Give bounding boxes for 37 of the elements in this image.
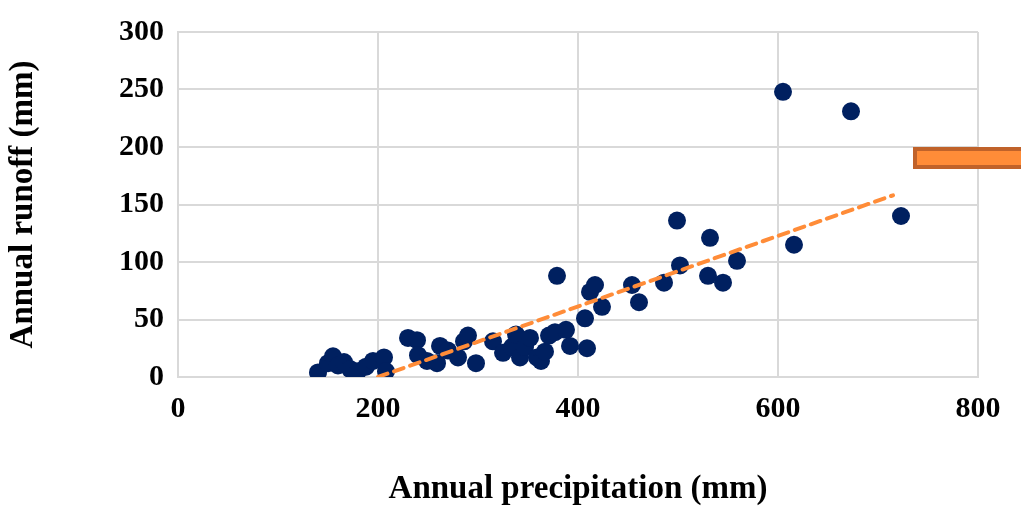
x-tick-label: 400	[555, 389, 601, 423]
x-tick-label: 800	[955, 389, 1001, 423]
point	[630, 293, 648, 312]
point	[774, 82, 792, 101]
point	[467, 354, 485, 373]
y-tick-label: 50	[134, 300, 164, 334]
point	[892, 207, 910, 225]
point	[449, 348, 467, 367]
y-tick-label: 100	[119, 242, 164, 276]
point	[536, 342, 554, 361]
y-tick-label: 200	[119, 127, 164, 161]
y-tick-label: 0	[149, 357, 164, 391]
point	[593, 297, 611, 316]
x-tick-label: 0	[170, 389, 186, 423]
point	[521, 328, 539, 347]
point	[668, 211, 686, 230]
point	[459, 326, 477, 345]
point	[699, 266, 717, 285]
point	[728, 251, 746, 270]
point	[701, 228, 719, 247]
x-tick-label: 200	[355, 389, 401, 423]
point	[714, 273, 732, 292]
point	[576, 309, 594, 328]
x-axis-title: Annual precipitation (mm)	[388, 468, 768, 506]
y-tick-label: 150	[119, 185, 164, 219]
point	[408, 331, 426, 350]
y-tick-label: 250	[119, 70, 164, 104]
point	[561, 336, 579, 355]
y-axis-title: Annual runoff (mm)	[3, 60, 41, 349]
point	[578, 339, 596, 358]
point	[557, 320, 575, 339]
x-tick-label: 600	[755, 389, 801, 423]
point	[586, 276, 604, 294]
point	[842, 102, 860, 121]
point	[785, 235, 803, 254]
point	[548, 266, 566, 285]
y-tick-label: 300	[119, 12, 164, 46]
